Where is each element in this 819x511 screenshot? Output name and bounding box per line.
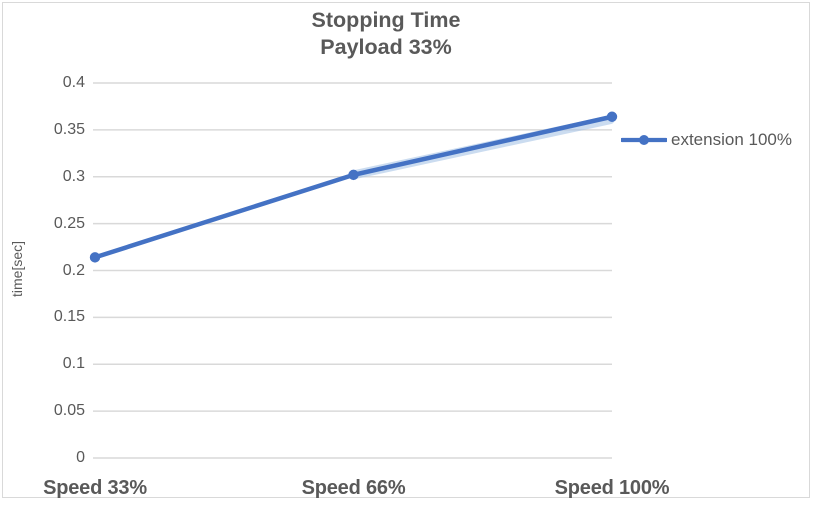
y-tick-label: 0.2	[62, 261, 85, 279]
y-tick-label: 0.15	[53, 308, 85, 326]
y-tick-label: 0.4	[62, 74, 85, 91]
chart-frame	[2, 2, 810, 498]
y-tick-label: 0.25	[53, 214, 85, 232]
y-tick-label: 0.1	[62, 355, 85, 373]
y-tick-label: 0.05	[53, 402, 85, 420]
x-category-label: Speed 100%	[554, 477, 670, 499]
y-tick-label: 0.35	[53, 120, 85, 138]
x-category-label: Speed 66%	[301, 477, 406, 499]
y-tick-label: 0.3	[62, 167, 85, 185]
chart-title-line2: Payload 33%	[320, 35, 452, 59]
legend-label: extension 100%	[671, 129, 792, 149]
data-point-marker	[89, 252, 101, 263]
data-point-marker	[348, 169, 359, 181]
chart-title-line1: Stopping Time	[311, 8, 461, 32]
x-category-label: Speed 33%	[43, 477, 147, 499]
legend-line-marker-icon	[621, 134, 667, 145]
chart-title: Stopping Time Payload 33%	[0, 7, 772, 61]
y-tick-label: 0	[76, 449, 85, 466]
data-point-marker	[606, 111, 618, 122]
legend: extension 100%	[621, 129, 792, 150]
